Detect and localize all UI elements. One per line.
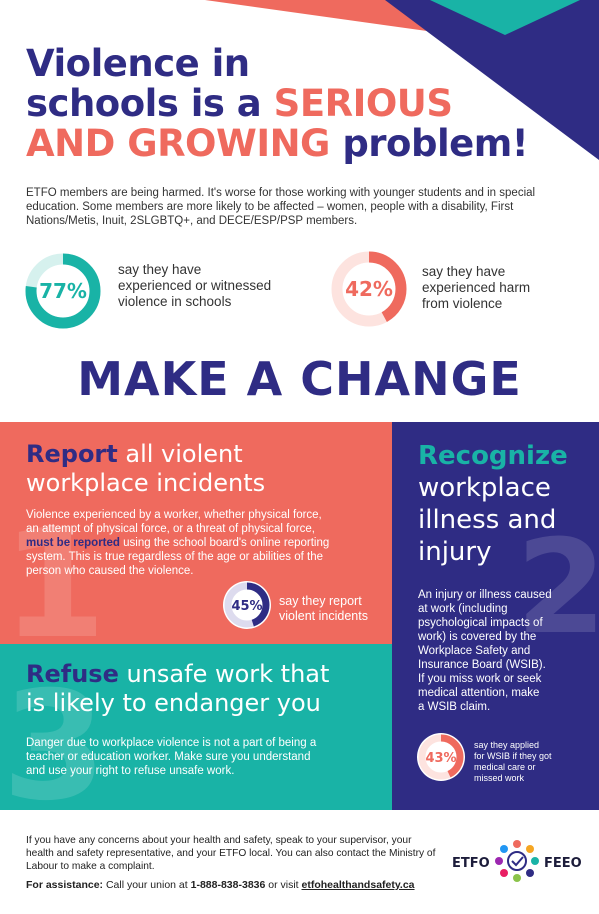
logo-text-feeo: FEEO (544, 856, 582, 871)
stat-value-45: 45% (231, 599, 262, 614)
title-line-2: schools is a (26, 82, 274, 125)
recognize-body-line: at work (including (418, 603, 508, 615)
must-be-reported-highlight: must be reported (26, 537, 120, 549)
title-highlight-serious: SERIOUS (273, 82, 453, 125)
donut-fill (331, 251, 407, 327)
report-body-line: person who caused the violence. (26, 565, 194, 577)
donut-fill (418, 734, 464, 780)
recognize-body-line: Insurance Board (WSIB). (418, 659, 546, 671)
report-title-rest: all violent (117, 440, 243, 468)
navy-triangle (385, 0, 599, 160)
report-title-line-2: workplace incidents (26, 469, 266, 497)
report-body-line: system. This is true regardless of the a… (26, 551, 324, 563)
recognize-body-line: An injury or illness caused (418, 589, 552, 601)
etfo-logo: ETFO FEEO (452, 836, 582, 886)
report-title-bold: Report (26, 440, 118, 468)
title-line-3: problem! (329, 122, 529, 165)
report-body-line: using the school board's online reportin… (119, 537, 330, 549)
recognize-body-line: Workplace Safety and (418, 645, 531, 657)
stat-text-line: say they applied (474, 740, 540, 750)
recognize-title-line: injury (418, 537, 492, 567)
panel-number-1: 1 (2, 498, 107, 644)
website-link[interactable]: etfohealthandsafety.ca (301, 879, 415, 891)
recognize-title: Recognize workplace illness and injury (418, 440, 593, 568)
stat-description-45: say they report violent incidents (279, 594, 368, 624)
stat-donut-42: 42% (331, 251, 407, 327)
report-body-line: Violence experienced by a worker, whethe… (26, 509, 322, 521)
recognize-body-line: psychological impacts of (418, 617, 543, 629)
assistance-text: Call your union at (103, 879, 191, 891)
refuse-title-bold: Refuse (26, 660, 119, 688)
decorative-triangles (205, 0, 599, 160)
refuse-panel: 3 Refuse unsafe work that is likely to e… (0, 644, 392, 810)
stat-text-line: for WSIB if they got (474, 751, 552, 761)
recognize-panel: 2 Recognize workplace illness and injury… (392, 422, 599, 810)
stat-text-line: say they have (118, 262, 202, 277)
stat-donut-45: 45% (223, 581, 271, 629)
stat-description-77: say they have experienced or witnessed v… (118, 262, 271, 310)
recognize-body: An injury or illness caused at work (inc… (418, 588, 593, 714)
stat-value-43: 43% (425, 751, 456, 766)
stat-text-line: from violence (422, 296, 503, 311)
donut-fill (25, 253, 101, 329)
stat-text-line: violence in schools (118, 294, 232, 309)
stat-text-line: experienced harm (422, 280, 531, 295)
stat-donut-77: 77% (25, 253, 101, 329)
refuse-body-line: teacher or education worker. Make sure y… (26, 751, 311, 763)
refuse-body: Danger due to workplace violence is not … (26, 736, 386, 778)
stat-text-line: missed work (474, 773, 525, 783)
stat-description-42: say they have experienced harm from viol… (422, 264, 530, 312)
panel-number-2: 2 (516, 511, 599, 663)
refuse-title-line-2: is likely to endanger you (26, 689, 321, 717)
report-body-line: an attempt of physical force, or a threa… (26, 523, 315, 535)
recognize-body-line: work) is covered by the (418, 631, 537, 643)
stat-description-43: say they applied for WSIB if they got me… (474, 740, 552, 784)
report-body: Violence experienced by a worker, whethe… (26, 508, 386, 578)
refuse-body-line: and use your right to refuse unsafe work… (26, 765, 235, 777)
refuse-body-line: Danger due to workplace violence is not … (26, 737, 317, 749)
footer-line: If you have any concerns about your heal… (26, 835, 412, 846)
stat-text-line: medical care or (474, 762, 536, 772)
assistance-text: or visit (265, 879, 302, 891)
panel-number-3: 3 (2, 660, 107, 810)
recognize-title-line: illness and (418, 505, 557, 535)
footer-note: If you have any concerns about your heal… (26, 834, 446, 873)
refuse-title: Refuse unsafe work that is likely to end… (26, 660, 386, 718)
footer-line: health and safety representative, and yo… (26, 848, 436, 859)
stat-text-line: violent incidents (279, 609, 368, 623)
stat-donut-43: 43% (417, 733, 465, 781)
teal-triangle (430, 0, 580, 35)
refuse-title-rest: unsafe work that (118, 660, 330, 688)
assistance-line: For assistance: Call your union at 1-888… (26, 879, 415, 891)
recognize-body-line: If you miss work or seek (418, 673, 542, 685)
recognize-title-bold: Recognize (418, 441, 568, 471)
phone-number[interactable]: 1-888-838-3836 (190, 879, 266, 891)
make-a-change-heading: MAKE A CHANGE (77, 352, 522, 406)
intro-paragraph: ETFO members are being harmed. It's wors… (26, 187, 536, 227)
logo-emblem-icon (495, 840, 539, 882)
stat-text-line: experienced or witnessed (118, 278, 272, 293)
page-title: Violence in schools is a SERIOUS AND GRO… (26, 44, 566, 164)
stat-text-line: say they have (422, 264, 506, 279)
recognize-body-line: a WSIB claim. (418, 701, 491, 713)
logo-text-etfo: ETFO (452, 856, 490, 871)
footer-line: Labour to make a complaint. (26, 861, 155, 872)
donut-fill (224, 582, 270, 628)
title-line-1: Violence in (26, 42, 250, 85)
stat-value-77: 77% (39, 279, 87, 303)
stat-value-42: 42% (345, 277, 393, 301)
recognize-body-line: medical attention, make (418, 687, 540, 699)
report-title: Report all violent workplace incidents (26, 440, 386, 498)
report-panel: 1 Report all violent workplace incidents… (0, 422, 392, 644)
assistance-label: For assistance: (26, 879, 104, 891)
recognize-title-line: workplace (418, 473, 551, 503)
stat-text-line: say they report (279, 594, 362, 608)
title-highlight-growing: AND GROWING (26, 122, 330, 165)
